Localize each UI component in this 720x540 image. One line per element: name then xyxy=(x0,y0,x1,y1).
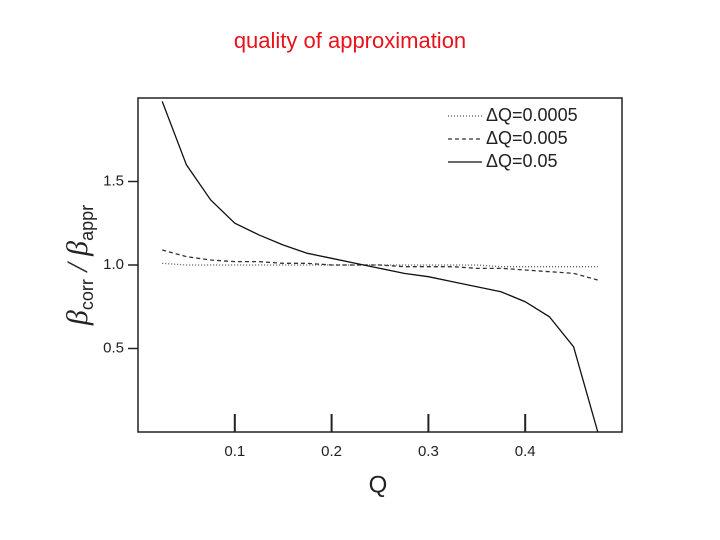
x-tick-label: 0.3 xyxy=(418,443,439,460)
y-label-part: / β xyxy=(61,241,94,279)
x-tick-label: 0.4 xyxy=(515,443,536,460)
legend-label: ΔQ=0.05 xyxy=(486,151,558,171)
data-line xyxy=(162,262,598,268)
y-label-part: appr xyxy=(77,205,97,241)
y-label-part: corr xyxy=(77,279,97,310)
y-tick-label: 0.5 xyxy=(103,339,124,356)
data-line xyxy=(161,101,599,432)
data-line xyxy=(162,249,598,281)
legend-label: ΔQ=0.0005 xyxy=(486,105,578,125)
y-tick-label: 1.0 xyxy=(103,256,124,273)
x-axis-label: Q xyxy=(369,471,388,498)
y-tick-label: 1.5 xyxy=(103,172,124,189)
y-axis-label: βcorr / βappr xyxy=(61,205,97,326)
x-tick-label: 0.2 xyxy=(321,443,342,460)
y-label-part: β xyxy=(61,310,94,326)
chart-title: quality of approximation xyxy=(234,28,466,53)
x-tick-label: 0.1 xyxy=(224,443,245,460)
legend-label: ΔQ=0.005 xyxy=(486,128,568,148)
